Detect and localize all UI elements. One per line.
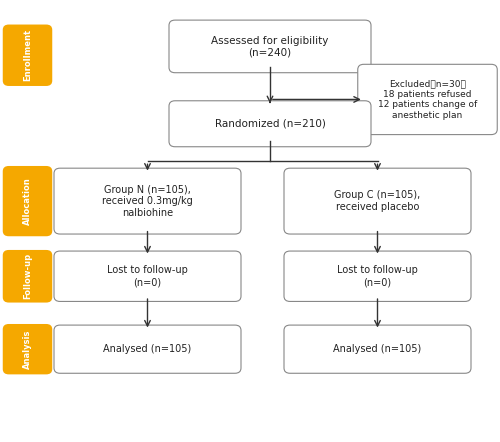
FancyBboxPatch shape: [3, 250, 52, 302]
FancyBboxPatch shape: [284, 168, 471, 234]
Text: Assessed for eligibility
(n=240): Assessed for eligibility (n=240): [212, 36, 328, 57]
FancyBboxPatch shape: [169, 101, 371, 147]
Text: Analysis: Analysis: [23, 329, 32, 369]
Text: Analysed (n=105): Analysed (n=105): [334, 344, 422, 354]
FancyBboxPatch shape: [3, 324, 52, 374]
Text: Analysed (n=105): Analysed (n=105): [104, 344, 192, 354]
FancyBboxPatch shape: [54, 325, 241, 373]
FancyBboxPatch shape: [284, 325, 471, 373]
Text: Excluded（n=30）
18 patients refused
12 patients change of
anesthetic plan: Excluded（n=30） 18 patients refused 12 pa…: [378, 80, 477, 119]
FancyBboxPatch shape: [3, 24, 52, 86]
Text: Randomized (n=210): Randomized (n=210): [214, 119, 326, 129]
Text: Allocation: Allocation: [23, 177, 32, 225]
FancyBboxPatch shape: [358, 64, 497, 134]
Text: Enrollment: Enrollment: [23, 29, 32, 81]
FancyBboxPatch shape: [284, 251, 471, 301]
Text: Group N (n=105),
received 0.3mg/kg
nalbiohine: Group N (n=105), received 0.3mg/kg nalbi…: [102, 184, 193, 218]
Text: Group C (n=105),
received placebo: Group C (n=105), received placebo: [334, 191, 420, 212]
FancyBboxPatch shape: [54, 168, 241, 234]
FancyBboxPatch shape: [54, 251, 241, 301]
Text: Follow-up: Follow-up: [23, 253, 32, 299]
FancyBboxPatch shape: [3, 166, 52, 236]
Text: Lost to follow-up
(n=0): Lost to follow-up (n=0): [107, 266, 188, 287]
FancyBboxPatch shape: [169, 20, 371, 72]
Text: Lost to follow-up
(n=0): Lost to follow-up (n=0): [337, 266, 418, 287]
